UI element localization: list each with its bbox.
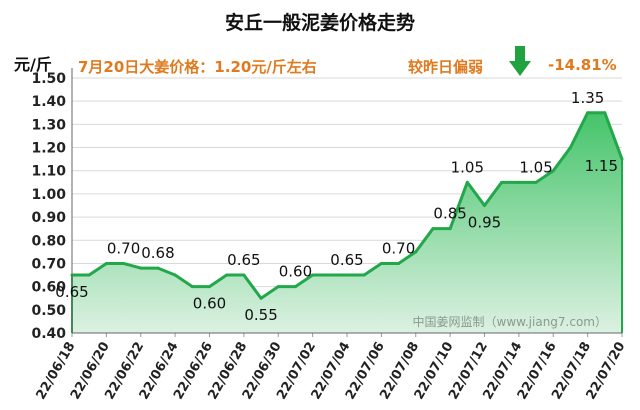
data-point	[483, 204, 486, 207]
y-tick-label: 0.40	[31, 326, 66, 342]
data-point	[465, 180, 469, 184]
data-label: 0.68	[141, 244, 174, 262]
data-point	[517, 180, 521, 184]
compare-label: 较昨日偏弱	[408, 58, 484, 76]
y-tick-label: 0.70	[31, 256, 66, 272]
data-label: 1.15	[585, 157, 618, 175]
data-label: 0.95	[468, 214, 501, 232]
data-point	[276, 285, 280, 289]
price-note: 7月20日大姜价格：1.20元/斤左右	[78, 58, 317, 76]
y-tick-label: 1.40	[31, 94, 66, 110]
data-point	[311, 273, 315, 277]
data-label-layer: 0.650.70 0.680.600.650.550.600.650.700.85…	[55, 89, 618, 324]
data-point	[431, 227, 435, 231]
data-point	[208, 285, 211, 289]
y-tick-label: 1.30	[31, 117, 66, 133]
data-point	[397, 261, 401, 265]
y-tick-label: 0.60	[31, 280, 66, 296]
data-point	[328, 273, 332, 277]
y-tick-label: 1.10	[31, 164, 66, 180]
data-label: 1.05	[451, 158, 484, 176]
data-point	[448, 227, 452, 231]
data-point	[345, 273, 349, 277]
data-label: 1.35	[571, 89, 604, 107]
data-label: 0.70	[107, 239, 140, 257]
data-label: 0.60	[193, 295, 226, 313]
data-point	[242, 273, 246, 277]
y-axis-unit-label: 元/斤	[14, 55, 52, 74]
y-tick-label: 0.80	[31, 233, 66, 249]
area-fill	[72, 112, 622, 333]
data-point	[534, 180, 538, 184]
data-label: 0.65	[227, 251, 260, 269]
y-tick-label: 1.50	[31, 71, 66, 87]
chart-title: 安丘一般泥姜价格走势	[224, 12, 415, 34]
down-arrow-shape	[509, 46, 531, 76]
data-label: 1.05	[519, 158, 552, 176]
data-point	[586, 111, 590, 115]
data-point	[362, 273, 366, 277]
data-label: 0.60	[279, 263, 312, 281]
area-layer	[70, 111, 624, 333]
data-label: 0.55	[244, 306, 277, 324]
data-label: 0.65	[55, 283, 88, 301]
data-point	[104, 261, 108, 265]
y-tick-label: 1.00	[31, 187, 66, 203]
y-tick-label: 1.20	[31, 141, 66, 157]
data-point	[603, 111, 607, 115]
data-point	[620, 157, 624, 161]
compare-value: -14.81%	[548, 56, 617, 74]
data-label: 0.70	[382, 239, 415, 257]
data-point	[500, 180, 504, 184]
data-point	[122, 261, 126, 265]
y-tick-label: 0.90	[31, 210, 66, 226]
down-arrow-icon	[509, 46, 531, 76]
data-point	[190, 285, 194, 289]
data-point	[173, 273, 177, 277]
data-point	[87, 273, 91, 277]
data-point	[293, 285, 297, 289]
data-point	[156, 266, 160, 270]
data-label: 0.85	[433, 205, 466, 223]
data-point	[225, 273, 229, 277]
data-point	[414, 250, 418, 254]
data-point	[568, 146, 572, 150]
data-point	[551, 169, 555, 173]
data-point	[139, 266, 143, 270]
y-tick-label: 0.50	[31, 303, 66, 319]
watermark: 中国姜网监制（www.jiang7.com）	[413, 314, 607, 329]
data-point	[379, 261, 383, 265]
data-point	[259, 296, 263, 300]
data-label: 0.65	[330, 251, 363, 269]
